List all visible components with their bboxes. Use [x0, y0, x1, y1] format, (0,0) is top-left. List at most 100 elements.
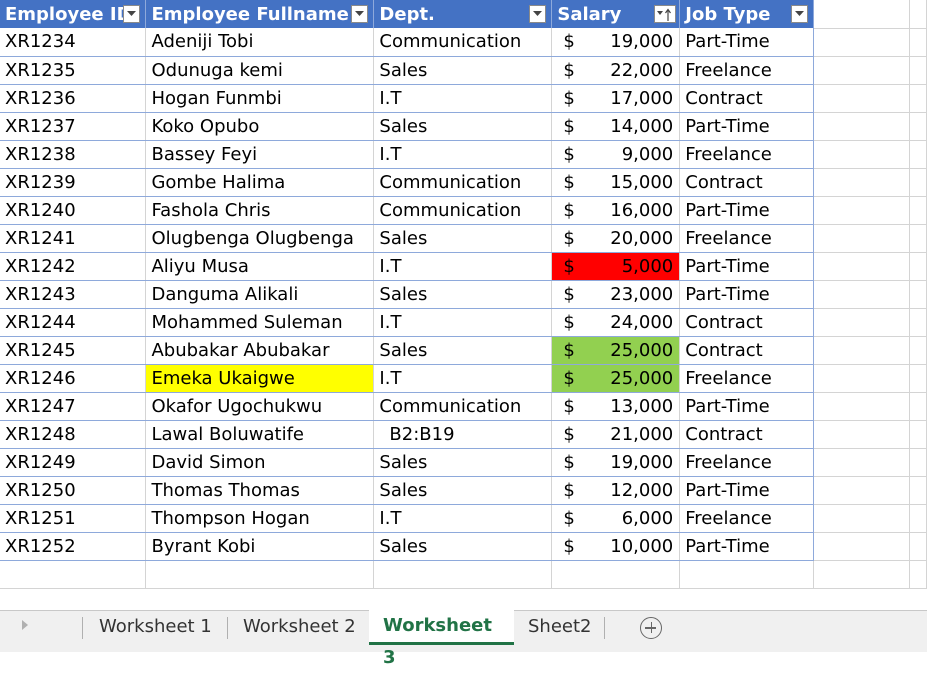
cell-job-type[interactable]: Freelance: [679, 448, 815, 477]
cell-dept[interactable]: Communication: [373, 196, 553, 225]
cell-fullname[interactable]: Mohammed Suleman: [145, 308, 375, 337]
cell-salary[interactable]: $25,000: [551, 364, 681, 393]
empty-cell[interactable]: [813, 420, 910, 449]
cell-salary[interactable]: $16,000: [551, 196, 681, 225]
cell-employee-id[interactable]: XR1247: [0, 392, 147, 421]
cell-dept[interactable]: I.T: [373, 84, 553, 113]
empty-cell[interactable]: [909, 308, 927, 337]
cell-fullname[interactable]: Okafor Ugochukwu: [145, 392, 375, 421]
empty-cell[interactable]: [813, 196, 910, 225]
empty-cell[interactable]: [909, 476, 927, 505]
empty-cell[interactable]: [909, 196, 927, 225]
empty-cell[interactable]: [909, 0, 927, 29]
empty-cell[interactable]: [813, 168, 910, 197]
empty-cell[interactable]: [813, 56, 910, 85]
empty-cell[interactable]: [813, 448, 910, 477]
cell-employee-id[interactable]: XR1251: [0, 504, 147, 533]
cell-employee-id[interactable]: XR1234: [0, 28, 147, 57]
cell-employee-id[interactable]: XR1252: [0, 532, 147, 561]
cell-job-type[interactable]: Contract: [679, 420, 815, 449]
empty-cell[interactable]: [813, 560, 910, 589]
cell-salary[interactable]: $24,000: [551, 308, 681, 337]
empty-cell[interactable]: [679, 560, 815, 589]
empty-cell[interactable]: [813, 140, 910, 169]
empty-cell[interactable]: [813, 0, 910, 29]
empty-cell[interactable]: [909, 280, 927, 309]
cell-fullname[interactable]: Byrant Kobi: [145, 532, 375, 561]
empty-cell[interactable]: [813, 84, 910, 113]
cell-salary[interactable]: $15,000: [551, 168, 681, 197]
tab-sheet2[interactable]: Sheet2: [514, 611, 606, 643]
cell-job-type[interactable]: Contract: [679, 308, 815, 337]
empty-cell[interactable]: [909, 84, 927, 113]
cell-employee-id[interactable]: XR1240: [0, 196, 147, 225]
empty-cell[interactable]: [909, 364, 927, 393]
cell-job-type[interactable]: Freelance: [679, 364, 815, 393]
header-salary[interactable]: Salary: [551, 0, 681, 28]
cell-job-type[interactable]: Part-Time: [679, 476, 815, 505]
cell-job-type[interactable]: Part-Time: [679, 112, 815, 141]
cell-dept[interactable]: Communication: [373, 28, 553, 57]
empty-cell[interactable]: [813, 504, 910, 533]
cell-dept[interactable]: I.T: [373, 504, 553, 533]
cell-employee-id[interactable]: XR1244: [0, 308, 147, 337]
cell-employee-id[interactable]: XR1243: [0, 280, 147, 309]
empty-cell[interactable]: [551, 560, 681, 589]
empty-cell[interactable]: [909, 56, 927, 85]
tab-worksheet-3[interactable]: Worksheet 3: [369, 610, 514, 668]
empty-cell[interactable]: [909, 448, 927, 477]
empty-cell[interactable]: [0, 560, 147, 589]
empty-cell[interactable]: [909, 140, 927, 169]
cell-salary[interactable]: $17,000: [551, 84, 681, 113]
cell-dept[interactable]: Sales: [373, 476, 553, 505]
empty-cell[interactable]: [909, 224, 927, 253]
cell-salary[interactable]: $22,000: [551, 56, 681, 85]
cell-salary[interactable]: $19,000: [551, 448, 681, 477]
cell-dept[interactable]: Sales: [373, 112, 553, 141]
empty-cell[interactable]: [813, 252, 910, 281]
cell-dept[interactable]: B2:B19: [373, 420, 553, 449]
cell-employee-id[interactable]: XR1238: [0, 140, 147, 169]
cell-dept[interactable]: Sales: [373, 448, 553, 477]
empty-cell[interactable]: [145, 560, 375, 589]
header-fullname[interactable]: Employee Fullname: [145, 0, 375, 28]
empty-cell[interactable]: [909, 28, 927, 57]
cell-salary[interactable]: $6,000: [551, 504, 681, 533]
cell-salary[interactable]: $9,000: [551, 140, 681, 169]
empty-cell[interactable]: [813, 476, 910, 505]
cell-dept[interactable]: Sales: [373, 280, 553, 309]
cell-job-type[interactable]: Freelance: [679, 504, 815, 533]
header-job-type[interactable]: Job Type: [679, 0, 815, 28]
empty-cell[interactable]: [909, 420, 927, 449]
empty-cell[interactable]: [909, 336, 927, 365]
cell-fullname[interactable]: David Simon: [145, 448, 375, 477]
cell-salary[interactable]: $10,000: [551, 532, 681, 561]
tab-worksheet-1[interactable]: Worksheet 1: [85, 611, 226, 643]
empty-cell[interactable]: [813, 392, 910, 421]
empty-cell[interactable]: [909, 560, 927, 589]
cell-employee-id[interactable]: XR1249: [0, 448, 147, 477]
cell-job-type[interactable]: Part-Time: [679, 252, 815, 281]
scroll-left-icon[interactable]: [22, 620, 28, 630]
empty-cell[interactable]: [909, 504, 927, 533]
filter-dropdown-icon[interactable]: [123, 5, 141, 23]
empty-cell[interactable]: [813, 280, 910, 309]
cell-fullname[interactable]: Bassey Feyi: [145, 140, 375, 169]
empty-cell[interactable]: [813, 532, 910, 561]
empty-cell[interactable]: [909, 112, 927, 141]
cell-fullname[interactable]: Olugbenga Olugbenga: [145, 224, 375, 253]
empty-cell[interactable]: [813, 308, 910, 337]
empty-cell[interactable]: [813, 112, 910, 141]
cell-salary[interactable]: $25,000: [551, 336, 681, 365]
sort-ascending-filter-icon[interactable]: [654, 5, 677, 23]
cell-fullname[interactable]: Thomas Thomas: [145, 476, 375, 505]
empty-cell[interactable]: [909, 532, 927, 561]
cell-salary[interactable]: $23,000: [551, 280, 681, 309]
cell-dept[interactable]: I.T: [373, 140, 553, 169]
cell-fullname[interactable]: Emeka Ukaigwe: [145, 364, 375, 393]
cell-dept[interactable]: I.T: [373, 308, 553, 337]
cell-employee-id[interactable]: XR1235: [0, 56, 147, 85]
cell-dept[interactable]: Sales: [373, 56, 553, 85]
cell-fullname[interactable]: Gombe Halima: [145, 168, 375, 197]
empty-cell[interactable]: [813, 28, 910, 57]
